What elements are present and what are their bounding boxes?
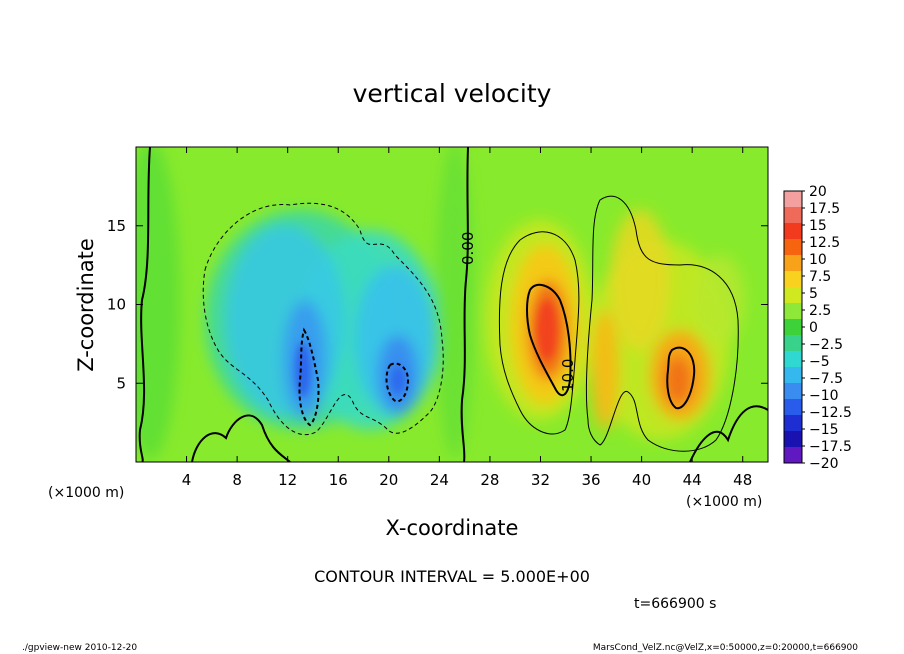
colorbar-swatch: [784, 207, 802, 224]
time-label: t=666900 s: [634, 596, 716, 612]
x-axis-unit-left: (×1000 m): [48, 485, 124, 501]
colorbar-label: −2.5: [809, 337, 843, 353]
colorbar-swatch: [784, 367, 802, 384]
colorbar-swatch: [784, 319, 802, 336]
x-tick-label: 20: [379, 471, 398, 489]
field-blob: [664, 355, 692, 405]
contour-label-ten: 10.0: [559, 359, 577, 392]
colorbar-label: 2.5: [809, 303, 831, 319]
colorbar-swatch: [784, 415, 802, 432]
contour-plus10-main: [526, 283, 572, 397]
chart-title: vertical velocity: [353, 79, 552, 108]
contour-interval-text: CONTOUR INTERVAL = 5.000E+00: [314, 567, 590, 586]
colorbar-label: 7.5: [809, 269, 831, 285]
field-blob: [136, 147, 180, 460]
field-blob: [435, 147, 475, 460]
colorbar-label: 15: [809, 218, 827, 234]
x-tick-label: 40: [632, 471, 651, 489]
contour-minus10-left: [298, 327, 320, 427]
colorbar-label: −10: [809, 388, 839, 404]
field-blob: [591, 310, 619, 430]
y-tick-label: 5: [116, 374, 126, 392]
contour-plus10-right: [666, 346, 696, 410]
colorbar-label: −12.5: [809, 405, 852, 421]
x-tick-label: 16: [329, 471, 348, 489]
colorbar-swatch: [784, 383, 802, 400]
x-tick-label: 32: [531, 471, 550, 489]
colorbar-swatch: [784, 239, 802, 256]
contour-plus5-b: [585, 195, 739, 452]
x-tick-label: 8: [232, 471, 242, 489]
colorbar-label: 12.5: [809, 235, 840, 251]
colorbar-swatch: [784, 399, 802, 416]
zero-contour-center: [460, 147, 469, 462]
y-axis-label: Z-coordinate: [74, 238, 98, 372]
contour-lines: [138, 147, 768, 462]
x-tick-label: 44: [683, 471, 702, 489]
colorbar-label: 20: [809, 184, 827, 200]
colorbar: 2017.51512.5107.552.50−2.5−5−7.5−10−12.5…: [783, 184, 852, 472]
colorbar-swatch: [784, 223, 802, 240]
x-tick-label: 28: [480, 471, 499, 489]
x-tick-label: 36: [581, 471, 600, 489]
colorbar-swatch: [784, 287, 802, 304]
colorbar-label: −20: [809, 456, 839, 472]
field-core: [390, 366, 406, 394]
colorbar-swatch: [784, 271, 802, 288]
footer-right: MarsCond_VelZ.nc@VelZ,x=0:50000,z=0:2000…: [593, 643, 858, 653]
zero-contour-lower-left: [191, 414, 291, 462]
footer-left: ./gpview-new 2010-12-20: [22, 643, 137, 653]
colorbar-label: −5: [809, 354, 830, 370]
colorbar-swatch: [784, 191, 802, 208]
field-blob: [610, 210, 670, 350]
x-tick-label: 24: [430, 471, 449, 489]
colorbar-label: 10: [809, 252, 827, 268]
colorbar-label: 5: [809, 286, 818, 302]
x-tick-label: 4: [182, 471, 192, 489]
colorbar-swatch: [784, 431, 802, 448]
x-axis-ticks: 4 8 12 16 20 24 28 32 36 40 44 48: [182, 147, 752, 489]
field-core: [537, 300, 557, 360]
colorbar-swatch: [784, 335, 802, 352]
zero-contour-lower-right: [689, 405, 768, 462]
colorbar-swatch: [784, 351, 802, 368]
zero-contour-left: [138, 147, 151, 462]
colorbar-label: −7.5: [809, 371, 843, 387]
colorbar-label: 17.5: [809, 201, 840, 217]
contour-plus5-a: [498, 231, 580, 435]
field-blob: [225, 225, 345, 415]
colorbar-label: 0: [809, 320, 818, 336]
velocity-field: [136, 147, 745, 460]
y-tick-label: 10: [107, 296, 126, 314]
y-tick-label: 15: [107, 217, 126, 235]
contour-label-zero: 0.00: [459, 232, 477, 265]
y-axis-ticks: 5 10 15: [107, 217, 768, 392]
field-core: [295, 342, 311, 398]
x-tick-label: 48: [733, 471, 752, 489]
field-blob: [695, 255, 745, 345]
colorbar-swatch: [784, 303, 802, 320]
x-axis-unit-right: (×1000 m): [686, 494, 762, 510]
contour-minus5: [202, 202, 444, 436]
x-tick-label: 12: [278, 471, 297, 489]
colorbar-label: −17.5: [809, 439, 852, 455]
colorbar-label: −15: [809, 422, 839, 438]
colorbar-swatch: [784, 447, 802, 464]
x-axis-label: X-coordinate: [386, 516, 519, 540]
colorbar-swatch: [784, 255, 802, 272]
